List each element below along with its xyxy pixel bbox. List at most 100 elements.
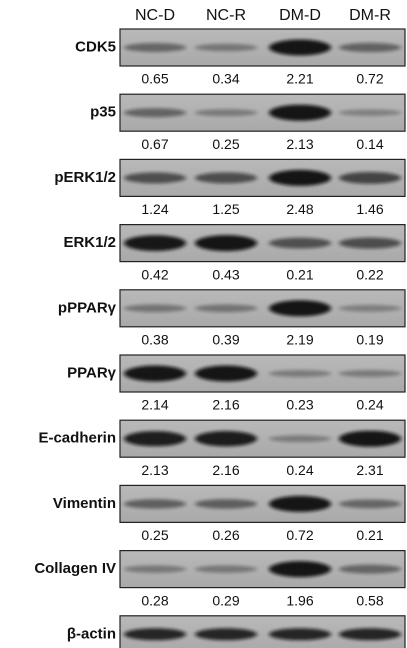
row-label: ERK1/2 xyxy=(63,234,116,251)
band xyxy=(195,366,257,382)
blot-panel xyxy=(120,485,405,522)
band xyxy=(195,109,257,116)
band xyxy=(124,565,186,572)
band xyxy=(269,238,331,249)
band xyxy=(339,628,401,640)
band xyxy=(269,435,331,442)
band xyxy=(269,370,331,377)
quantification: 2.16 xyxy=(212,397,239,413)
quantification: 0.34 xyxy=(212,71,239,87)
blot-panel xyxy=(120,29,405,66)
quantification: 0.25 xyxy=(212,136,239,152)
row-label: Vimentin xyxy=(53,495,116,512)
quantification: 0.19 xyxy=(356,332,383,348)
band xyxy=(269,561,331,577)
quantification: 0.72 xyxy=(356,71,383,87)
band xyxy=(269,628,331,640)
quantification: 2.31 xyxy=(356,462,383,478)
band xyxy=(195,304,257,312)
band xyxy=(339,370,401,377)
quantification: 0.67 xyxy=(141,136,168,152)
quantification: 0.22 xyxy=(356,266,383,282)
band xyxy=(195,431,257,446)
quantification: 1.25 xyxy=(212,201,239,217)
quantification: 0.72 xyxy=(286,527,313,543)
quantification: 1.24 xyxy=(141,201,168,217)
band xyxy=(195,172,257,183)
quantification: 2.13 xyxy=(286,136,313,152)
quantification: 1.96 xyxy=(286,592,313,608)
band xyxy=(124,628,186,640)
row-label: Collagen IV xyxy=(34,560,116,577)
column-header: NC-D xyxy=(135,7,175,24)
quantification: 0.25 xyxy=(141,527,168,543)
band xyxy=(269,496,331,512)
band xyxy=(339,109,401,116)
band xyxy=(339,172,401,184)
band xyxy=(195,628,257,640)
quantification: 2.13 xyxy=(141,462,168,478)
band xyxy=(195,44,257,52)
blot-panel xyxy=(120,616,405,648)
quantification: 0.14 xyxy=(356,136,383,152)
quantification: 0.21 xyxy=(286,266,313,282)
blot-panel xyxy=(120,159,405,196)
column-header: DM-R xyxy=(349,7,391,24)
blot-panel xyxy=(120,551,405,588)
band xyxy=(124,304,186,312)
blot-panel xyxy=(120,94,405,131)
band xyxy=(269,170,331,186)
blot-panel xyxy=(120,225,405,262)
row-label: pERK1/2 xyxy=(54,169,116,186)
band xyxy=(339,43,401,52)
quantification: 0.43 xyxy=(212,266,239,282)
quantification: 0.24 xyxy=(286,462,313,478)
row-label: β-actin xyxy=(67,625,116,642)
quantification: 0.42 xyxy=(141,266,168,282)
band xyxy=(195,499,257,509)
row-label: PPARγ xyxy=(67,364,117,381)
band xyxy=(339,431,401,447)
quantification: 0.58 xyxy=(356,592,383,608)
band xyxy=(195,235,257,251)
blot-panel xyxy=(120,420,405,457)
row-label: pPPARγ xyxy=(58,299,117,316)
blot-panel xyxy=(120,290,405,327)
quantification: 0.38 xyxy=(141,332,168,348)
band xyxy=(339,499,401,508)
quantification: 0.26 xyxy=(212,527,239,543)
quantification: 0.21 xyxy=(356,527,383,543)
quantification: 0.39 xyxy=(212,332,239,348)
band xyxy=(124,235,186,251)
band xyxy=(339,565,401,574)
band xyxy=(339,238,401,249)
blot-figure: NC-D NC-R DM-D DM-R CDK5 0.65 0.34 2.21 0.72 p35 0… xyxy=(0,0,407,648)
band xyxy=(195,565,257,572)
band xyxy=(124,431,186,446)
quantification: 2.19 xyxy=(286,332,313,348)
quantification: 0.23 xyxy=(286,397,313,413)
quantification: 0.28 xyxy=(141,592,168,608)
band xyxy=(124,172,186,183)
band xyxy=(124,499,186,508)
quantification: 2.14 xyxy=(141,397,168,413)
quantification: 0.65 xyxy=(141,71,168,87)
band xyxy=(124,366,186,382)
row-label: p35 xyxy=(90,104,116,121)
quantification: 2.21 xyxy=(286,71,313,87)
quantification: 2.48 xyxy=(286,201,313,217)
band xyxy=(124,108,186,117)
band xyxy=(269,40,331,56)
blot-panel xyxy=(120,355,405,392)
band xyxy=(339,305,401,312)
quantification: 2.16 xyxy=(212,462,239,478)
column-header: DM-D xyxy=(279,7,321,24)
band xyxy=(124,43,186,52)
quantification: 1.46 xyxy=(356,201,383,217)
column-header: NC-R xyxy=(206,7,246,24)
band xyxy=(269,300,331,316)
band xyxy=(269,105,331,121)
quantification: 0.29 xyxy=(212,592,239,608)
row-label: CDK5 xyxy=(75,38,116,55)
quantification: 0.24 xyxy=(356,397,383,413)
